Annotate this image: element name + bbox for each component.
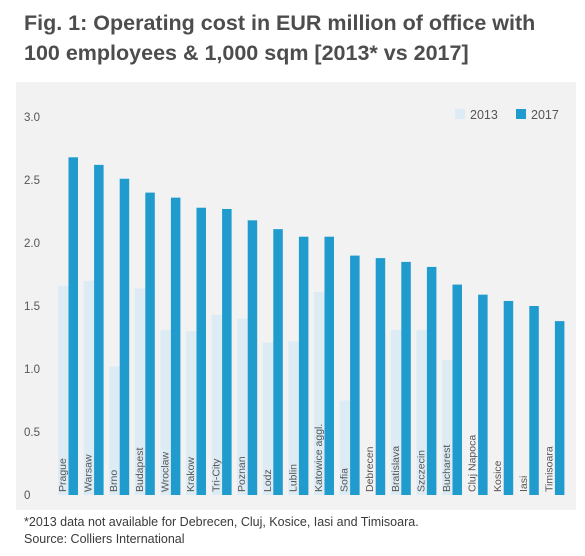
bar-2013 [262, 342, 274, 495]
legend-label-2013: 2013 [470, 108, 498, 122]
bar-2017 [529, 306, 539, 495]
y-tick-label: 2.0 [24, 238, 40, 250]
footnote-block: *2013 data not available for Debrecen, C… [24, 514, 419, 548]
category-label: Prague [57, 458, 69, 492]
category-label: Warsaw [83, 454, 95, 492]
bar-2017 [170, 197, 181, 495]
y-tick-label: 1.5 [24, 301, 40, 313]
bar-2017 [68, 157, 78, 495]
bar-2013 [416, 329, 427, 495]
legend-swatch-2017 [516, 109, 526, 119]
bar-2017 [426, 266, 437, 495]
category-label: Sofia [339, 468, 351, 492]
bar-2017 [145, 192, 155, 495]
category-label: Szczecin [415, 450, 427, 492]
category-label: Brno [108, 470, 120, 492]
chart-area: 0 0.5 1.0 1.5 2.0 2.5 3.0 Prague Warsaw Brno Budap… [16, 82, 576, 510]
category-label: Tri-City [211, 458, 223, 492]
category-label: Budapest [134, 448, 146, 492]
bar-2017 [478, 294, 488, 495]
bar-2017 [94, 164, 104, 495]
y-tick-label: 3.0 [24, 112, 40, 124]
bar-2013 [339, 400, 351, 495]
bar-2017 [273, 229, 283, 495]
bar-2017 [196, 207, 206, 495]
category-label: Lodz [262, 469, 274, 492]
bar-2017 [247, 220, 258, 495]
bar-2017 [324, 236, 334, 495]
bar-2013 [237, 318, 248, 495]
bar-chart: 0 0.5 1.0 1.5 2.0 2.5 3.0 Prague Warsaw Brno Budap… [24, 108, 565, 502]
category-label: Poznan [236, 456, 248, 492]
category-label: Cluj Napoca [467, 435, 479, 492]
category-label: Lublin [287, 464, 299, 492]
bar-2017 [350, 255, 360, 495]
category-label: Kosice [492, 460, 504, 492]
bar-2017 [401, 261, 411, 495]
y-tick-label: 1.0 [24, 364, 40, 376]
category-label: Timisoara [543, 446, 555, 492]
legend-label-2017: 2017 [531, 108, 559, 122]
chart-title: Fig. 1: Operating cost in EUR million of… [24, 11, 536, 65]
category-label: Iasi [518, 476, 530, 492]
category-label: Krakow [185, 457, 197, 492]
category-label: Wroclaw [159, 452, 171, 492]
bar-2013 [211, 314, 223, 495]
bar-2017 [503, 300, 514, 495]
category-label: Bratislava [390, 446, 402, 492]
bar-2013 [134, 288, 146, 495]
category-label: Bucharest [441, 445, 453, 492]
bar-2013 [160, 329, 171, 495]
legend-swatch-2013 [455, 109, 465, 119]
bar-2013 [58, 285, 69, 495]
bar-2013 [390, 329, 402, 495]
y-tick-label: 0 [24, 490, 30, 502]
category-label: Katowice aggl. [313, 424, 325, 492]
bar-2013 [314, 292, 325, 495]
bar-2017 [554, 321, 565, 495]
bar-2013 [288, 341, 299, 495]
bar-2013 [109, 366, 120, 495]
bar-2013 [186, 331, 197, 495]
category-label: Debrecen [364, 446, 376, 492]
footnote-text: *2013 data not available for Debrecen, C… [24, 515, 419, 529]
bar-2017 [119, 178, 130, 495]
bar-2013 [442, 360, 453, 495]
bar-2017 [375, 258, 386, 495]
bar-2017 [222, 208, 232, 495]
y-tick-label: 0.5 [24, 427, 40, 439]
bar-2017 [298, 236, 309, 495]
bar-2017 [452, 284, 462, 495]
bar-2013 [83, 280, 95, 495]
source-text: Source: Colliers International [24, 532, 185, 546]
y-tick-label: 2.5 [24, 175, 40, 187]
